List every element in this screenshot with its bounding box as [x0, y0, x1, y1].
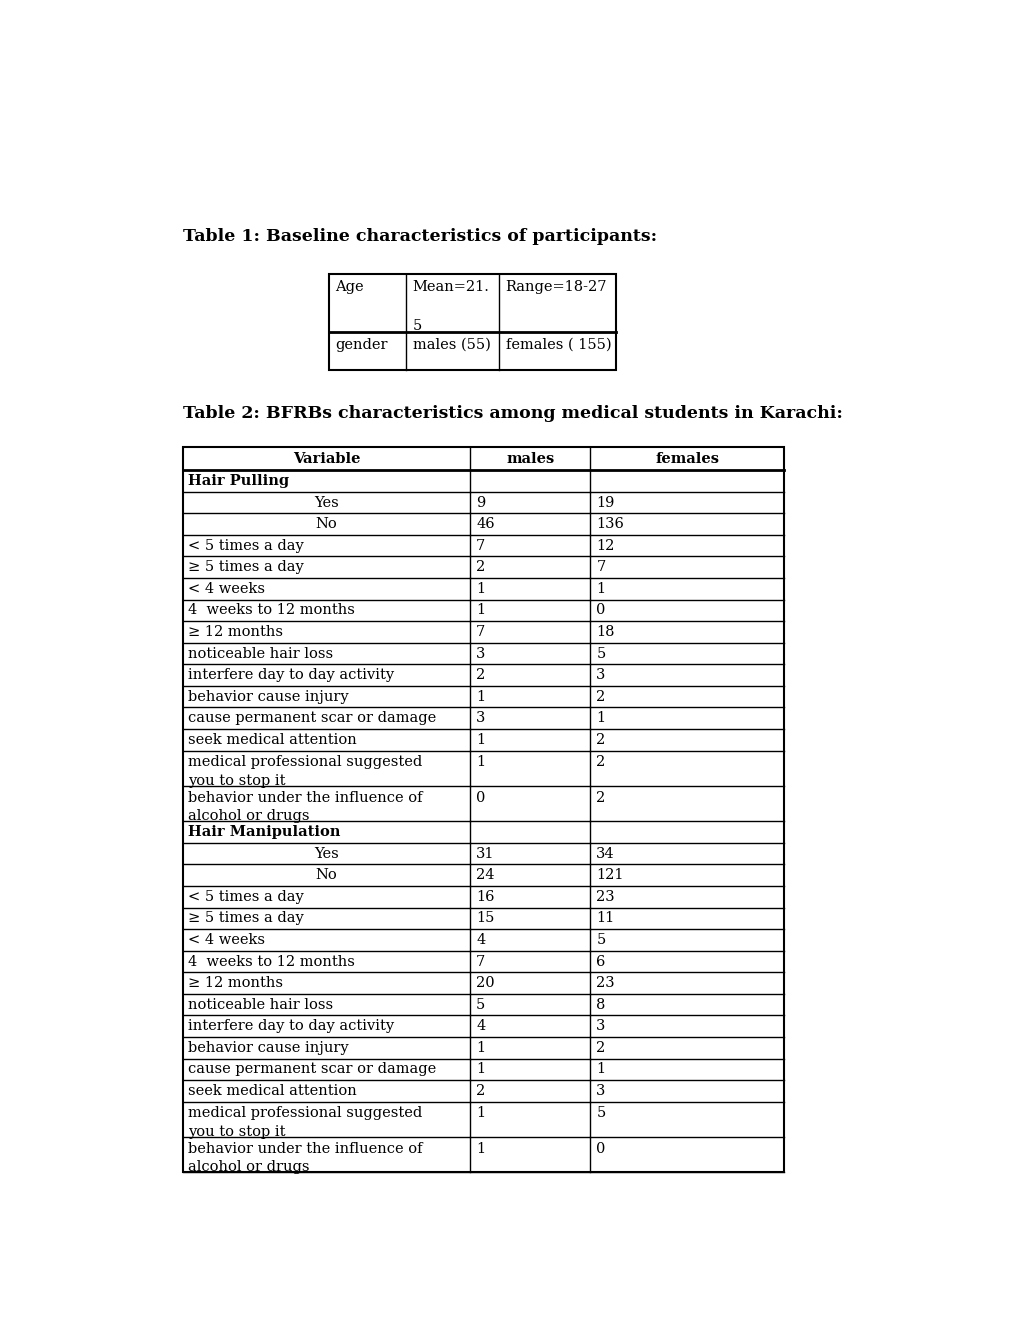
Text: 24: 24 [476, 869, 494, 882]
Text: seek medical attention: seek medical attention [187, 733, 357, 747]
Text: Range=18-27: Range=18-27 [505, 280, 606, 294]
Text: 34: 34 [596, 846, 614, 861]
Text: 7: 7 [476, 954, 485, 969]
Text: 1: 1 [476, 755, 485, 770]
Text: 2: 2 [596, 755, 605, 770]
Text: 0: 0 [476, 791, 485, 805]
Text: 23: 23 [596, 890, 614, 904]
Text: cause permanent scar or damage: cause permanent scar or damage [187, 1063, 436, 1076]
Text: 19: 19 [596, 495, 614, 510]
Text: 7: 7 [596, 560, 605, 574]
Text: Age: Age [335, 280, 364, 294]
Text: 1: 1 [476, 1142, 485, 1156]
Text: 7: 7 [476, 624, 485, 639]
Text: females ( 155): females ( 155) [505, 338, 610, 352]
Text: seek medical attention: seek medical attention [187, 1084, 357, 1098]
Text: No: No [316, 517, 337, 531]
Text: < 4 weeks: < 4 weeks [187, 933, 265, 946]
Text: medical professional suggested
you to stop it: medical professional suggested you to st… [187, 1106, 422, 1139]
Text: 1: 1 [476, 1063, 485, 1076]
Text: 2: 2 [596, 733, 605, 747]
Text: males (55): males (55) [413, 338, 490, 352]
Text: No: No [316, 869, 337, 882]
Text: 1: 1 [596, 1063, 605, 1076]
Text: 23: 23 [596, 975, 614, 990]
Text: cause permanent scar or damage: cause permanent scar or damage [187, 711, 436, 725]
Text: interfere day to day activity: interfere day to day activity [187, 1019, 393, 1034]
Text: noticeable hair loss: noticeable hair loss [187, 998, 333, 1011]
Text: 1: 1 [596, 711, 605, 725]
Bar [329, 275, 615, 370]
Bar [183, 447, 784, 1172]
Text: 4  weeks to 12 months: 4 weeks to 12 months [187, 954, 355, 969]
Text: 1: 1 [476, 1040, 485, 1055]
Text: 0: 0 [596, 603, 605, 618]
Text: 18: 18 [596, 624, 614, 639]
Text: 1: 1 [476, 603, 485, 618]
Text: behavior cause injury: behavior cause injury [187, 1040, 348, 1055]
Text: 4: 4 [476, 1019, 485, 1034]
Text: noticeable hair loss: noticeable hair loss [187, 647, 333, 660]
Text: behavior under the influence of
alcohol or drugs: behavior under the influence of alcohol … [187, 791, 422, 822]
Text: Mean=21.

5: Mean=21. 5 [413, 280, 489, 333]
Text: 5: 5 [596, 933, 605, 946]
Text: 8: 8 [596, 998, 605, 1011]
Text: 5: 5 [596, 1106, 605, 1121]
Text: 6: 6 [596, 954, 605, 969]
Text: 4: 4 [476, 933, 485, 946]
Text: 15: 15 [476, 911, 494, 925]
Text: females: females [654, 451, 718, 466]
Text: 0: 0 [596, 1142, 605, 1156]
Text: 2: 2 [596, 689, 605, 704]
Text: < 4 weeks: < 4 weeks [187, 582, 265, 595]
Text: 3: 3 [596, 1019, 605, 1034]
Text: behavior cause injury: behavior cause injury [187, 689, 348, 704]
Text: 5: 5 [476, 998, 485, 1011]
Text: 1: 1 [476, 689, 485, 704]
Text: Yes: Yes [314, 495, 338, 510]
Text: ≥ 5 times a day: ≥ 5 times a day [187, 911, 304, 925]
Text: 9: 9 [476, 495, 485, 510]
Text: 3: 3 [476, 647, 485, 660]
Text: 1: 1 [476, 582, 485, 595]
Text: ≥ 5 times a day: ≥ 5 times a day [187, 560, 304, 574]
Text: 3: 3 [596, 668, 605, 682]
Text: 2: 2 [476, 1084, 485, 1098]
Text: Variable: Variable [292, 451, 360, 466]
Text: 5: 5 [596, 647, 605, 660]
Text: 136: 136 [596, 517, 624, 531]
Text: Table 1: Baseline characteristics of participants:: Table 1: Baseline characteristics of par… [183, 227, 657, 244]
Text: Table 2: BFRBs characteristics among medical students in Karachi:: Table 2: BFRBs characteristics among med… [183, 405, 843, 422]
Text: males: males [505, 451, 553, 466]
Text: 121: 121 [596, 869, 624, 882]
Text: 2: 2 [476, 560, 485, 574]
Text: 3: 3 [596, 1084, 605, 1098]
Text: ≥ 12 months: ≥ 12 months [187, 975, 282, 990]
Text: 20: 20 [476, 975, 494, 990]
Text: 2: 2 [596, 791, 605, 805]
Text: Yes: Yes [314, 846, 338, 861]
Text: gender: gender [335, 338, 387, 352]
Text: 7: 7 [476, 539, 485, 553]
Text: 11: 11 [596, 911, 614, 925]
Text: Hair Pulling: Hair Pulling [187, 474, 288, 488]
Text: ≥ 12 months: ≥ 12 months [187, 624, 282, 639]
Text: 12: 12 [596, 539, 614, 553]
Text: 46: 46 [476, 517, 494, 531]
Text: 1: 1 [476, 1106, 485, 1121]
Text: interfere day to day activity: interfere day to day activity [187, 668, 393, 682]
Text: 1: 1 [596, 582, 605, 595]
Text: 1: 1 [476, 733, 485, 747]
Text: medical professional suggested
you to stop it: medical professional suggested you to st… [187, 755, 422, 788]
Text: 31: 31 [476, 846, 494, 861]
Text: 4  weeks to 12 months: 4 weeks to 12 months [187, 603, 355, 618]
Text: 2: 2 [596, 1040, 605, 1055]
Text: 16: 16 [476, 890, 494, 904]
Text: 2: 2 [476, 668, 485, 682]
Text: < 5 times a day: < 5 times a day [187, 539, 304, 553]
Text: < 5 times a day: < 5 times a day [187, 890, 304, 904]
Text: Hair Manipulation: Hair Manipulation [187, 825, 340, 840]
Text: behavior under the influence of
alcohol or drugs: behavior under the influence of alcohol … [187, 1142, 422, 1173]
Text: 3: 3 [476, 711, 485, 725]
